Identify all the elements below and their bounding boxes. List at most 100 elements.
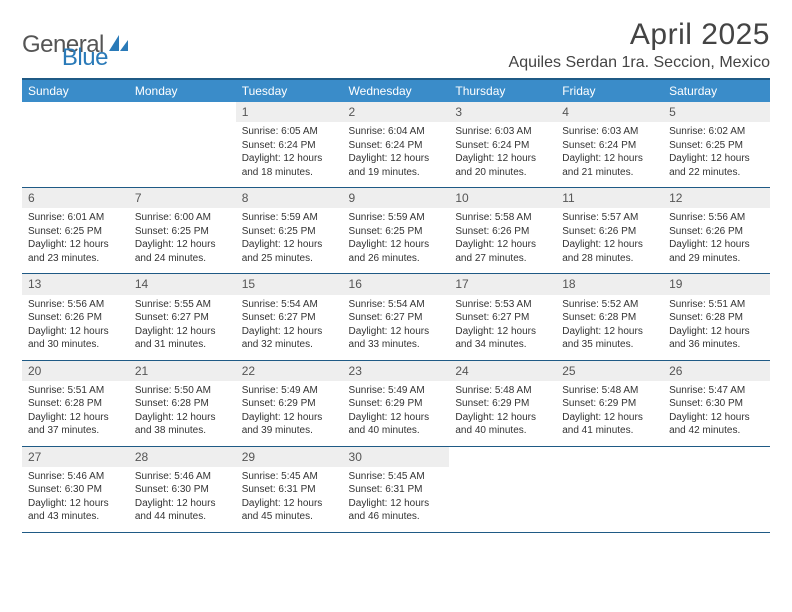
day-number: 16 — [343, 274, 450, 294]
sunrise-text: Sunrise: 5:48 AM — [562, 384, 657, 398]
day-details: Sunrise: 5:46 AMSunset: 6:30 PMDaylight:… — [22, 467, 129, 532]
daylight-text-2: and 35 minutes. — [562, 338, 657, 352]
sunset-text: Sunset: 6:25 PM — [349, 225, 444, 239]
daylight-text-1: Daylight: 12 hours — [669, 238, 764, 252]
calendar-week-row: ....1Sunrise: 6:05 AMSunset: 6:24 PMDayl… — [22, 102, 770, 188]
day-details: Sunrise: 5:46 AMSunset: 6:30 PMDaylight:… — [129, 467, 236, 532]
day-details: Sunrise: 5:50 AMSunset: 6:28 PMDaylight:… — [129, 381, 236, 446]
sunset-text: Sunset: 6:27 PM — [242, 311, 337, 325]
day-number: 19 — [663, 274, 770, 294]
sunrise-text: Sunrise: 5:46 AM — [135, 470, 230, 484]
calendar-day-cell: 16Sunrise: 5:54 AMSunset: 6:27 PMDayligh… — [343, 274, 450, 360]
calendar-day-cell: 8Sunrise: 5:59 AMSunset: 6:25 PMDaylight… — [236, 188, 343, 274]
calendar-week-row: 6Sunrise: 6:01 AMSunset: 6:25 PMDaylight… — [22, 188, 770, 274]
day-details: Sunrise: 5:57 AMSunset: 6:26 PMDaylight:… — [556, 208, 663, 273]
day-number: 7 — [129, 188, 236, 208]
daylight-text-2: and 34 minutes. — [455, 338, 550, 352]
daylight-text-1: Daylight: 12 hours — [28, 238, 123, 252]
sunrise-text: Sunrise: 5:58 AM — [455, 211, 550, 225]
daylight-text-1: Daylight: 12 hours — [28, 497, 123, 511]
daylight-text-2: and 40 minutes. — [455, 424, 550, 438]
calendar-week-row: 13Sunrise: 5:56 AMSunset: 6:26 PMDayligh… — [22, 274, 770, 360]
daylight-text-2: and 46 minutes. — [349, 510, 444, 524]
sunrise-text: Sunrise: 5:50 AM — [135, 384, 230, 398]
calendar-day-cell: .. — [129, 102, 236, 188]
daylight-text-2: and 29 minutes. — [669, 252, 764, 266]
sunrise-text: Sunrise: 6:04 AM — [349, 125, 444, 139]
calendar-day-cell: 2Sunrise: 6:04 AMSunset: 6:24 PMDaylight… — [343, 102, 450, 188]
day-details: Sunrise: 5:49 AMSunset: 6:29 PMDaylight:… — [236, 381, 343, 446]
daylight-text-2: and 36 minutes. — [669, 338, 764, 352]
day-number: 13 — [22, 274, 129, 294]
sunrise-text: Sunrise: 5:56 AM — [669, 211, 764, 225]
daylight-text-2: and 31 minutes. — [135, 338, 230, 352]
day-details: Sunrise: 5:47 AMSunset: 6:30 PMDaylight:… — [663, 381, 770, 446]
month-title: April 2025 — [509, 18, 770, 52]
sunset-text: Sunset: 6:28 PM — [562, 311, 657, 325]
daylight-text-1: Daylight: 12 hours — [455, 152, 550, 166]
day-details: Sunrise: 5:52 AMSunset: 6:28 PMDaylight:… — [556, 295, 663, 360]
day-details: Sunrise: 5:56 AMSunset: 6:26 PMDaylight:… — [22, 295, 129, 360]
day-details: Sunrise: 5:56 AMSunset: 6:26 PMDaylight:… — [663, 208, 770, 273]
sunset-text: Sunset: 6:31 PM — [242, 483, 337, 497]
calendar-day-cell: 12Sunrise: 5:56 AMSunset: 6:26 PMDayligh… — [663, 188, 770, 274]
daylight-text-2: and 21 minutes. — [562, 166, 657, 180]
calendar-day-cell: 9Sunrise: 5:59 AMSunset: 6:25 PMDaylight… — [343, 188, 450, 274]
daylight-text-2: and 39 minutes. — [242, 424, 337, 438]
day-details: Sunrise: 5:51 AMSunset: 6:28 PMDaylight:… — [663, 295, 770, 360]
day-number: 20 — [22, 361, 129, 381]
daylight-text-2: and 24 minutes. — [135, 252, 230, 266]
calendar-table: SundayMondayTuesdayWednesdayThursdayFrid… — [22, 78, 770, 533]
daylight-text-1: Daylight: 12 hours — [28, 411, 123, 425]
sunrise-text: Sunrise: 5:47 AM — [669, 384, 764, 398]
calendar-day-cell: 6Sunrise: 6:01 AMSunset: 6:25 PMDaylight… — [22, 188, 129, 274]
daylight-text-2: and 23 minutes. — [28, 252, 123, 266]
daylight-text-2: and 19 minutes. — [349, 166, 444, 180]
day-number: 28 — [129, 447, 236, 467]
daylight-text-1: Daylight: 12 hours — [242, 238, 337, 252]
sunset-text: Sunset: 6:27 PM — [455, 311, 550, 325]
sunset-text: Sunset: 6:25 PM — [135, 225, 230, 239]
daylight-text-1: Daylight: 12 hours — [135, 411, 230, 425]
sunrise-text: Sunrise: 5:52 AM — [562, 298, 657, 312]
sunrise-text: Sunrise: 5:53 AM — [455, 298, 550, 312]
daylight-text-2: and 27 minutes. — [455, 252, 550, 266]
daylight-text-2: and 28 minutes. — [562, 252, 657, 266]
day-number: 21 — [129, 361, 236, 381]
sunrise-text: Sunrise: 5:46 AM — [28, 470, 123, 484]
sunset-text: Sunset: 6:29 PM — [242, 397, 337, 411]
day-header: Monday — [129, 79, 236, 102]
day-header: Sunday — [22, 79, 129, 102]
sunset-text: Sunset: 6:25 PM — [669, 139, 764, 153]
calendar-day-cell: 10Sunrise: 5:58 AMSunset: 6:26 PMDayligh… — [449, 188, 556, 274]
daylight-text-1: Daylight: 12 hours — [669, 411, 764, 425]
daylight-text-1: Daylight: 12 hours — [669, 152, 764, 166]
daylight-text-1: Daylight: 12 hours — [349, 411, 444, 425]
day-number: 15 — [236, 274, 343, 294]
daylight-text-2: and 41 minutes. — [562, 424, 657, 438]
sunset-text: Sunset: 6:31 PM — [349, 483, 444, 497]
calendar-day-cell: 4Sunrise: 6:03 AMSunset: 6:24 PMDaylight… — [556, 102, 663, 188]
day-number: 22 — [236, 361, 343, 381]
daylight-text-2: and 30 minutes. — [28, 338, 123, 352]
calendar-week-row: 20Sunrise: 5:51 AMSunset: 6:28 PMDayligh… — [22, 360, 770, 446]
calendar-day-cell: 30Sunrise: 5:45 AMSunset: 6:31 PMDayligh… — [343, 446, 450, 532]
sunrise-text: Sunrise: 5:49 AM — [349, 384, 444, 398]
day-number: 8 — [236, 188, 343, 208]
day-details: Sunrise: 5:53 AMSunset: 6:27 PMDaylight:… — [449, 295, 556, 360]
sunrise-text: Sunrise: 6:03 AM — [455, 125, 550, 139]
sunrise-text: Sunrise: 5:45 AM — [349, 470, 444, 484]
sunset-text: Sunset: 6:28 PM — [28, 397, 123, 411]
day-number: 11 — [556, 188, 663, 208]
day-number: 27 — [22, 447, 129, 467]
day-number: 1 — [236, 102, 343, 122]
logo-word-blue: Blue — [62, 44, 108, 72]
day-number: 12 — [663, 188, 770, 208]
calendar-day-cell: 18Sunrise: 5:52 AMSunset: 6:28 PMDayligh… — [556, 274, 663, 360]
daylight-text-1: Daylight: 12 hours — [349, 238, 444, 252]
day-header: Wednesday — [343, 79, 450, 102]
title-block: April 2025 Aquiles Serdan 1ra. Seccion, … — [509, 18, 770, 72]
day-details: Sunrise: 6:01 AMSunset: 6:25 PMDaylight:… — [22, 208, 129, 273]
sunrise-text: Sunrise: 5:57 AM — [562, 211, 657, 225]
calendar-day-cell: .. — [663, 446, 770, 532]
